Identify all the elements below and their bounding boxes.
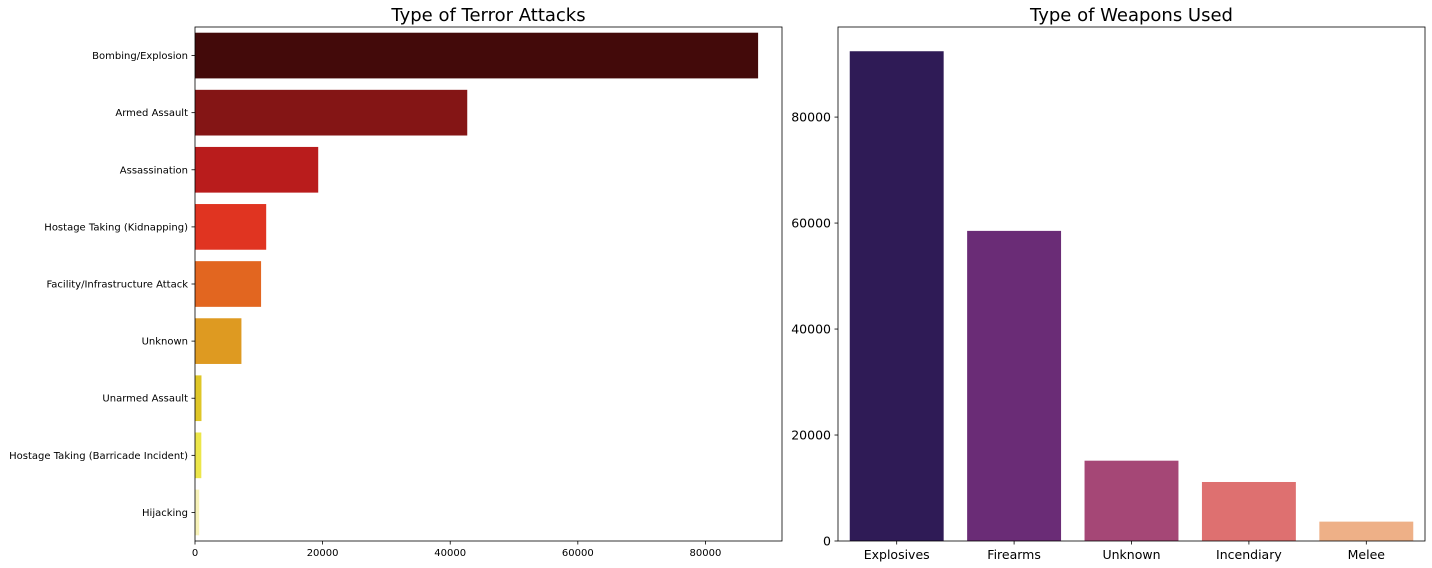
y-tick-label: Assassination <box>120 165 188 176</box>
y-tick-label: Unarmed Assault <box>102 394 188 405</box>
plot-frame <box>194 26 783 542</box>
y-tick-label: Hostage Taking (Barricade Incident) <box>9 451 188 462</box>
x-tick-label: Incendiary <box>1216 547 1282 562</box>
y-tick-label: Hostage Taking (Kidnapping) <box>44 222 188 233</box>
weapon-y-ticks: 0 20000 40000 60000 80000 <box>791 110 838 549</box>
y-tick-label: 20000 <box>791 428 831 443</box>
y-tick-label: 40000 <box>791 322 831 337</box>
bar <box>195 261 262 307</box>
bar <box>849 51 944 541</box>
y-tick-label: Hijacking <box>142 508 188 519</box>
y-tick-label: Unknown <box>142 337 188 348</box>
x-tick-label: Firearms <box>987 547 1041 562</box>
bar <box>195 146 319 193</box>
x-tick-label: 20000 <box>307 548 339 559</box>
bar <box>1084 460 1179 541</box>
bar <box>967 230 1062 542</box>
attack-x-ticks: 0 20000 40000 60000 80000 <box>192 541 722 559</box>
bar <box>195 489 200 536</box>
chart-title: Type of Weapons Used <box>1029 5 1233 26</box>
bar <box>195 318 242 364</box>
chart-title: Type of Terror Attacks <box>390 5 585 26</box>
bar <box>195 204 267 250</box>
bar <box>195 432 202 479</box>
y-tick-label: 80000 <box>791 110 831 125</box>
y-tick-label: 0 <box>823 534 831 549</box>
y-tick-label: Armed Assault <box>115 108 188 119</box>
chart-attack-types: Type of Terror Attacks Bombing/Explosion… <box>9 5 783 559</box>
x-tick-label: 0 <box>192 548 198 559</box>
plot-frame <box>837 26 1426 542</box>
x-tick-label: Explosives <box>864 547 930 562</box>
chart-weapon-types: Type of Weapons Used Explosives Firearms U… <box>791 5 1426 562</box>
y-tick-label: Bombing/Explosion <box>92 51 188 62</box>
attack-bars <box>195 32 759 536</box>
weapon-category-labels: Explosives Firearms Unknown Incendiary Melee <box>864 541 1386 562</box>
x-tick-label: 80000 <box>690 548 722 559</box>
bar <box>195 32 759 79</box>
y-tick-label: 60000 <box>791 216 831 231</box>
x-tick-label: 40000 <box>434 548 466 559</box>
bar <box>195 375 202 422</box>
x-tick-label: Unknown <box>1102 547 1160 562</box>
weapon-bars <box>849 51 1414 542</box>
attack-category-labels: Bombing/Explosion Armed Assault Assassinat… <box>9 51 195 519</box>
bar <box>1201 481 1296 541</box>
bar <box>1319 521 1414 541</box>
y-tick-label: Facility/Infrastructure Attack <box>46 280 188 291</box>
x-tick-label: Melee <box>1348 547 1386 562</box>
bar <box>195 89 468 136</box>
x-tick-label: 60000 <box>562 548 594 559</box>
